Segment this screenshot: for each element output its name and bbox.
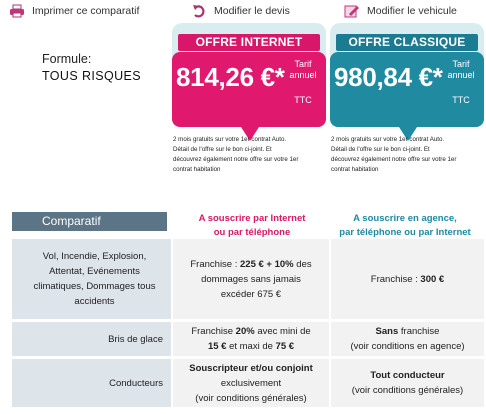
formule-label: Formule: <box>42 52 92 66</box>
modifier-devis-link[interactable]: Modifier le devis <box>191 4 290 18</box>
row-label: Conducteurs <box>12 359 171 407</box>
offre-classique-price: 980,84 €* <box>334 62 443 92</box>
offre-classique-tarif: Tarif annuel <box>447 59 475 80</box>
column-header-internet: A souscrire par Internet ou par téléphon… <box>198 213 306 238</box>
vehicule-label: Modifier le vehicule <box>367 5 457 17</box>
cell-agence: Franchise : 300 € <box>329 239 484 319</box>
edit-pencil-icon <box>344 4 360 18</box>
offre-internet-title: OFFRE INTERNET <box>178 34 320 51</box>
modifier-vehicule-link[interactable]: Modifier le vehicule <box>344 4 457 18</box>
print-comparatif-link[interactable]: Imprimer ce comparatif <box>9 4 139 18</box>
row-label: Bris de glace <box>12 322 171 356</box>
cell-agence: Sans franchise (voir conditions en agenc… <box>329 322 484 356</box>
cell-agence: Tout conducteur (voir conditions général… <box>329 359 484 407</box>
devis-label: Modifier le devis <box>214 5 290 17</box>
offre-internet-card: OFFRE INTERNET 814,26 €* Tarif annuel TT… <box>172 23 326 141</box>
formule-value: TOUS RISQUES <box>42 69 142 83</box>
column-header-agence: A souscrire en agence, par téléphone ou … <box>339 213 471 238</box>
offre-internet-ttc: TTC <box>294 95 312 105</box>
cell-internet: Souscripteur et/ou conjoint exclusivemen… <box>171 359 329 407</box>
cell-internet: Franchise : 225 € + 10% des dommages san… <box>171 239 329 319</box>
offre-classique-ttc: TTC <box>452 95 470 105</box>
offre-classique-promo: 2 mois gratuits sur votre 1er contrat Au… <box>331 136 457 173</box>
offre-classique-card: OFFRE CLASSIQUE 980,84 €* Tarif annuel T… <box>330 23 484 141</box>
offre-internet-tarif: Tarif annuel <box>289 59 317 80</box>
cell-internet: Franchise 20% avec mini de 15 € et maxi … <box>171 322 329 356</box>
offre-classique-title: OFFRE CLASSIQUE <box>336 34 478 51</box>
table-row: Bris de glace Franchise 20% avec mini de… <box>12 322 484 356</box>
offre-internet-price: 814,26 €* <box>176 62 285 92</box>
print-label: Imprimer ce comparatif <box>32 5 140 17</box>
printer-icon <box>9 4 25 18</box>
offre-internet-promo: 2 mois gratuits sur votre 1er contrat Au… <box>173 136 299 173</box>
table-row: Conducteurs Souscripteur et/ou conjoint … <box>12 359 484 407</box>
pointer-arrow-icon <box>241 127 259 141</box>
table-row: Vol, Incendie, Explosion, Attentat, Evén… <box>12 239 484 319</box>
comparatif-header: Comparatif <box>12 212 167 231</box>
undo-arrow-icon <box>191 4 207 18</box>
row-label: Vol, Incendie, Explosion, Attentat, Evén… <box>12 239 171 319</box>
pointer-arrow-icon <box>399 127 417 141</box>
